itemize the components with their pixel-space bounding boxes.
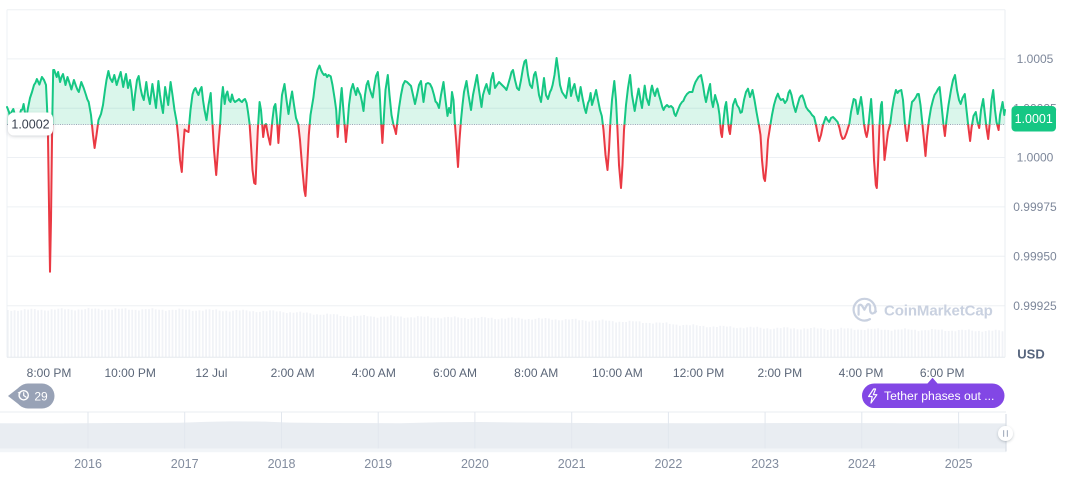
svg-text:2:00 PM: 2:00 PM [757, 366, 802, 380]
svg-text:2023: 2023 [751, 457, 779, 471]
svg-text:10:00 AM: 10:00 AM [592, 366, 643, 380]
svg-text:8:00 AM: 8:00 AM [514, 366, 558, 380]
svg-text:2025: 2025 [945, 457, 973, 471]
svg-text:0.99925: 0.99925 [1013, 299, 1057, 313]
svg-text:2024: 2024 [848, 457, 876, 471]
svg-text:2021: 2021 [558, 457, 586, 471]
svg-text:2020: 2020 [461, 457, 489, 471]
svg-text:4:00 AM: 4:00 AM [352, 366, 396, 380]
svg-text:4:00 PM: 4:00 PM [839, 366, 884, 380]
svg-text:0.99975: 0.99975 [1013, 200, 1057, 214]
svg-text:Tether phases out ...: Tether phases out ... [884, 389, 994, 403]
svg-text:29: 29 [34, 389, 48, 403]
svg-text:6:00 PM: 6:00 PM [920, 366, 965, 380]
svg-text:2016: 2016 [74, 457, 102, 471]
svg-text:USD: USD [1017, 347, 1044, 362]
svg-text:2022: 2022 [654, 457, 682, 471]
svg-text:1.0002: 1.0002 [11, 118, 49, 132]
svg-text:1.0000: 1.0000 [1017, 151, 1054, 165]
svg-text:2:00 AM: 2:00 AM [271, 366, 315, 380]
svg-text:12:00 PM: 12:00 PM [673, 366, 724, 380]
svg-text:CoinMarketCap: CoinMarketCap [884, 303, 993, 320]
svg-text:2019: 2019 [364, 457, 392, 471]
svg-text:1.0001: 1.0001 [1015, 112, 1053, 126]
svg-text:1.0005: 1.0005 [1017, 52, 1054, 66]
svg-text:2017: 2017 [171, 457, 199, 471]
svg-text:10:00 PM: 10:00 PM [105, 366, 156, 380]
svg-text:0.99950: 0.99950 [1013, 250, 1057, 264]
svg-text:12 Jul: 12 Jul [195, 366, 227, 380]
svg-text:2018: 2018 [268, 457, 296, 471]
svg-text:8:00 PM: 8:00 PM [27, 366, 72, 380]
svg-text:6:00 AM: 6:00 AM [433, 366, 477, 380]
